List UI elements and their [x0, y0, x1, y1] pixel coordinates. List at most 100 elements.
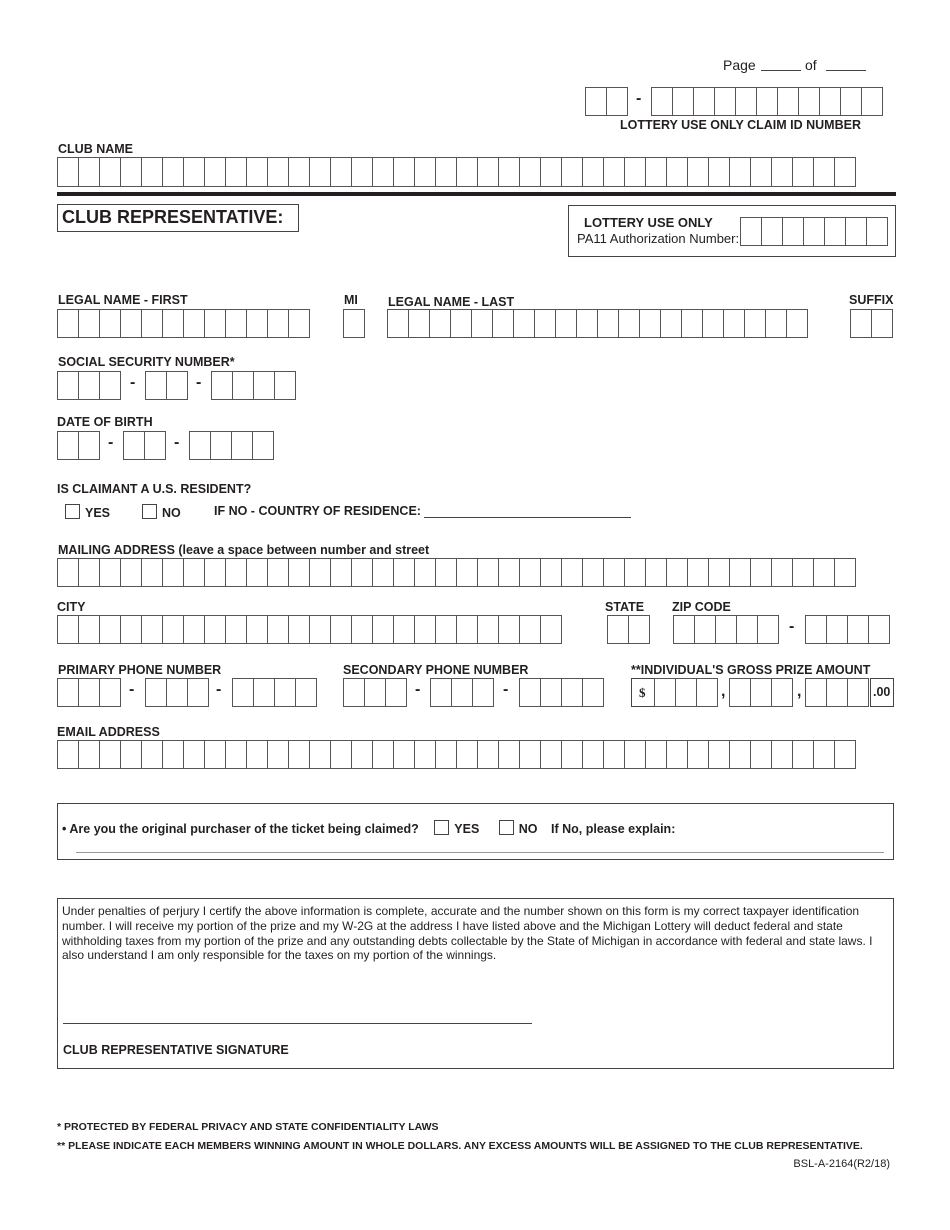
character-box[interactable]: [78, 678, 100, 707]
character-box[interactable]: [729, 157, 751, 187]
character-box[interactable]: [708, 157, 730, 187]
character-box[interactable]: [430, 678, 452, 707]
character-box[interactable]: [805, 678, 827, 707]
character-box[interactable]: [645, 558, 667, 587]
character-box[interactable]: [813, 558, 835, 587]
character-box[interactable]: [183, 309, 205, 338]
character-box[interactable]: [330, 157, 352, 187]
character-box[interactable]: [211, 371, 233, 400]
character-box[interactable]: [57, 558, 79, 587]
claim-id-prefix[interactable]: [585, 87, 628, 116]
primary-phone-prefix[interactable]: [145, 678, 209, 707]
character-box[interactable]: [385, 678, 407, 707]
character-box[interactable]: [792, 740, 814, 769]
character-box[interactable]: [771, 678, 793, 707]
character-box[interactable]: [761, 217, 783, 246]
character-box[interactable]: [145, 678, 167, 707]
character-box[interactable]: [740, 217, 762, 246]
character-box[interactable]: [456, 558, 478, 587]
character-box[interactable]: [660, 309, 682, 338]
character-box[interactable]: [866, 217, 888, 246]
character-box[interactable]: [225, 615, 247, 644]
character-box[interactable]: [585, 87, 607, 116]
character-box[interactable]: [456, 615, 478, 644]
character-box[interactable]: [204, 740, 226, 769]
character-box[interactable]: [435, 558, 457, 587]
character-box[interactable]: [57, 157, 79, 187]
character-box[interactable]: [225, 558, 247, 587]
dob-month[interactable]: [57, 431, 100, 460]
character-box[interactable]: [246, 309, 268, 338]
character-box[interactable]: [498, 157, 520, 187]
character-box[interactable]: [519, 558, 541, 587]
character-box[interactable]: [757, 615, 779, 644]
character-box[interactable]: [723, 309, 745, 338]
character-box[interactable]: [120, 309, 142, 338]
resident-no-checkbox[interactable]: NO: [142, 504, 181, 520]
character-box[interactable]: [232, 371, 254, 400]
dob-day[interactable]: [123, 431, 166, 460]
character-box[interactable]: [183, 157, 205, 187]
character-box[interactable]: [708, 558, 730, 587]
character-box[interactable]: [387, 309, 409, 338]
character-box[interactable]: [141, 615, 163, 644]
character-box[interactable]: [57, 431, 79, 460]
character-box[interactable]: [840, 87, 862, 116]
character-box[interactable]: [498, 615, 520, 644]
character-box[interactable]: [477, 157, 499, 187]
character-box[interactable]: [451, 678, 473, 707]
character-box[interactable]: [561, 678, 583, 707]
character-box[interactable]: [687, 157, 709, 187]
character-box[interactable]: [414, 740, 436, 769]
dob-year[interactable]: [189, 431, 274, 460]
character-box[interactable]: [393, 615, 415, 644]
character-box[interactable]: [756, 87, 778, 116]
character-box[interactable]: [393, 157, 415, 187]
character-box[interactable]: [99, 309, 121, 338]
character-box[interactable]: [414, 615, 436, 644]
character-box[interactable]: [267, 558, 289, 587]
character-box[interactable]: [456, 740, 478, 769]
character-box[interactable]: [99, 740, 121, 769]
character-box[interactable]: [582, 678, 604, 707]
character-box[interactable]: [826, 678, 848, 707]
character-box[interactable]: [681, 309, 703, 338]
character-box[interactable]: [99, 558, 121, 587]
ssn-part1[interactable]: [57, 371, 121, 400]
secondary-phone-line[interactable]: [519, 678, 604, 707]
character-box[interactable]: [765, 309, 787, 338]
character-box[interactable]: [771, 558, 793, 587]
character-box[interactable]: [309, 558, 331, 587]
character-box[interactable]: [274, 371, 296, 400]
character-box[interactable]: [120, 157, 142, 187]
resident-yes-checkbox[interactable]: YES: [65, 504, 110, 520]
character-box[interactable]: [540, 558, 562, 587]
character-box[interactable]: [456, 157, 478, 187]
character-box[interactable]: [330, 740, 352, 769]
character-box[interactable]: [267, 157, 289, 187]
character-box[interactable]: [624, 740, 646, 769]
character-box[interactable]: [123, 431, 145, 460]
character-box[interactable]: [267, 615, 289, 644]
character-box[interactable]: [141, 309, 163, 338]
character-box[interactable]: [540, 740, 562, 769]
character-box[interactable]: [57, 615, 79, 644]
character-box[interactable]: [145, 371, 167, 400]
last-name-input[interactable]: [387, 309, 808, 338]
character-box[interactable]: [694, 615, 716, 644]
character-box[interactable]: [847, 678, 869, 707]
character-box[interactable]: [78, 615, 100, 644]
character-box[interactable]: [729, 678, 751, 707]
character-box[interactable]: [597, 309, 619, 338]
character-box[interactable]: [540, 615, 562, 644]
character-box[interactable]: [372, 558, 394, 587]
character-box[interactable]: [232, 678, 254, 707]
character-box[interactable]: [819, 87, 841, 116]
character-box[interactable]: [735, 87, 757, 116]
character-box[interactable]: [288, 740, 310, 769]
character-box[interactable]: [477, 558, 499, 587]
character-box[interactable]: [204, 615, 226, 644]
character-box[interactable]: [813, 157, 835, 187]
character-box[interactable]: [309, 157, 331, 187]
character-box[interactable]: [57, 740, 79, 769]
